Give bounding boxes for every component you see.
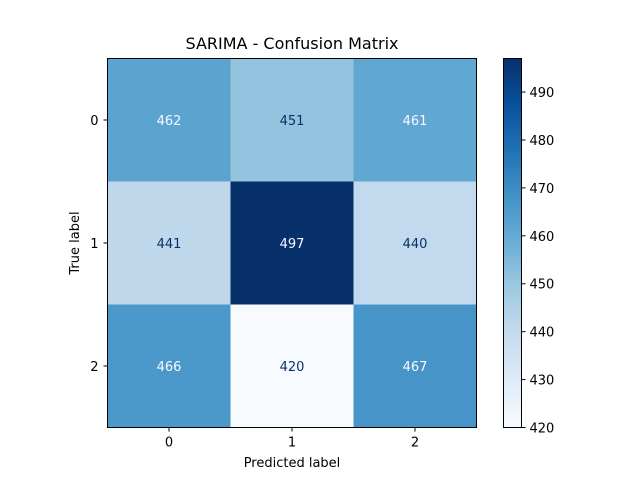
heatmap-cell-0-0 — [107, 58, 231, 182]
x-axis-label: Predicted label — [244, 456, 341, 471]
colorbar-ticks: 420 430 440 450 460 470 480 490 — [521, 86, 555, 437]
cell-value-label-1-2: 440 — [403, 237, 428, 252]
y-tick-label: 2 — [90, 360, 98, 375]
cell-value-label-2-1: 420 — [280, 360, 305, 375]
heatmap-cell-1-2 — [353, 181, 477, 305]
colorbar-tick-label: 460 — [530, 230, 555, 245]
cell-value-label-2-0: 466 — [157, 360, 182, 375]
colorbar-tick-label: 420 — [530, 422, 555, 437]
cell-value-label-1-1: 497 — [280, 237, 305, 252]
cell-value-label-2-2: 467 — [403, 360, 428, 375]
y-axis-label: True label — [68, 211, 83, 275]
heatmap-cell-0-2 — [353, 58, 477, 182]
colorbar-tick-label: 440 — [530, 326, 555, 341]
x-tick-label: 1 — [288, 436, 296, 451]
cell-value-label-0-2: 461 — [403, 114, 428, 129]
cell-value-label-0-0: 462 — [157, 114, 182, 129]
y-tick-label: 1 — [90, 237, 98, 252]
y-axis-ticks: 0 1 2 — [90, 114, 108, 375]
heatmap-cell-2-2 — [353, 304, 477, 428]
colorbar-tick-label: 430 — [530, 374, 555, 389]
heatmap-cells — [107, 58, 477, 428]
colorbar-tick-label: 470 — [530, 182, 555, 197]
heatmap-cell-2-1 — [230, 304, 354, 428]
y-tick-label: 0 — [90, 114, 98, 129]
cell-value-label-1-0: 441 — [157, 237, 182, 252]
x-tick-label: 2 — [411, 436, 419, 451]
x-axis-ticks: 0 1 2 — [165, 427, 419, 451]
colorbar — [503, 58, 521, 427]
colorbar-tick-label: 480 — [530, 134, 555, 149]
colorbar-frame — [503, 58, 522, 428]
cell-value-label-0-1: 451 — [280, 114, 305, 129]
heatmap-cell-0-1 — [230, 58, 354, 182]
heatmap-cell-1-0 — [107, 181, 231, 305]
heatmap-cell-labels: 462 451 461 441 497 440 466 420 467 — [157, 114, 428, 375]
x-tick-label: 0 — [165, 436, 173, 451]
heatmap-cell-2-0 — [107, 304, 231, 428]
colorbar-tick-label: 490 — [530, 86, 555, 101]
heatmap-cell-1-1 — [230, 181, 354, 305]
colorbar-tick-label: 450 — [530, 278, 555, 293]
chart-title: SARIMA - Confusion Matrix — [186, 34, 399, 53]
